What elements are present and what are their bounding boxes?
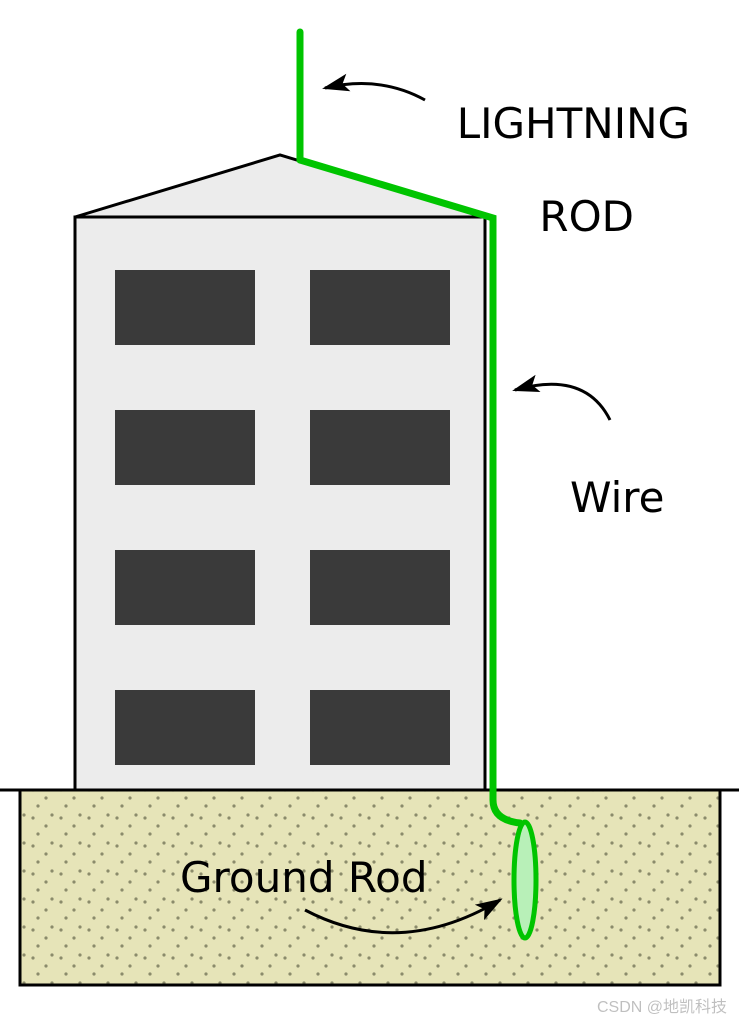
- building-roof: [75, 155, 485, 217]
- ground-rod: [514, 822, 536, 938]
- label-lightning-rod-line2: ROD: [457, 194, 717, 240]
- watermark: CSDN @地凯科技: [597, 993, 727, 1017]
- label-lightning-rod: LIGHTNING ROD: [430, 55, 690, 240]
- label-ground-rod: Ground Rod: [180, 855, 428, 901]
- arrow-lightning-rod: [325, 84, 425, 100]
- arrow-wire: [515, 384, 610, 420]
- label-lightning-rod-line1: LIGHTNING: [457, 99, 690, 148]
- label-wire: Wire: [570, 475, 664, 521]
